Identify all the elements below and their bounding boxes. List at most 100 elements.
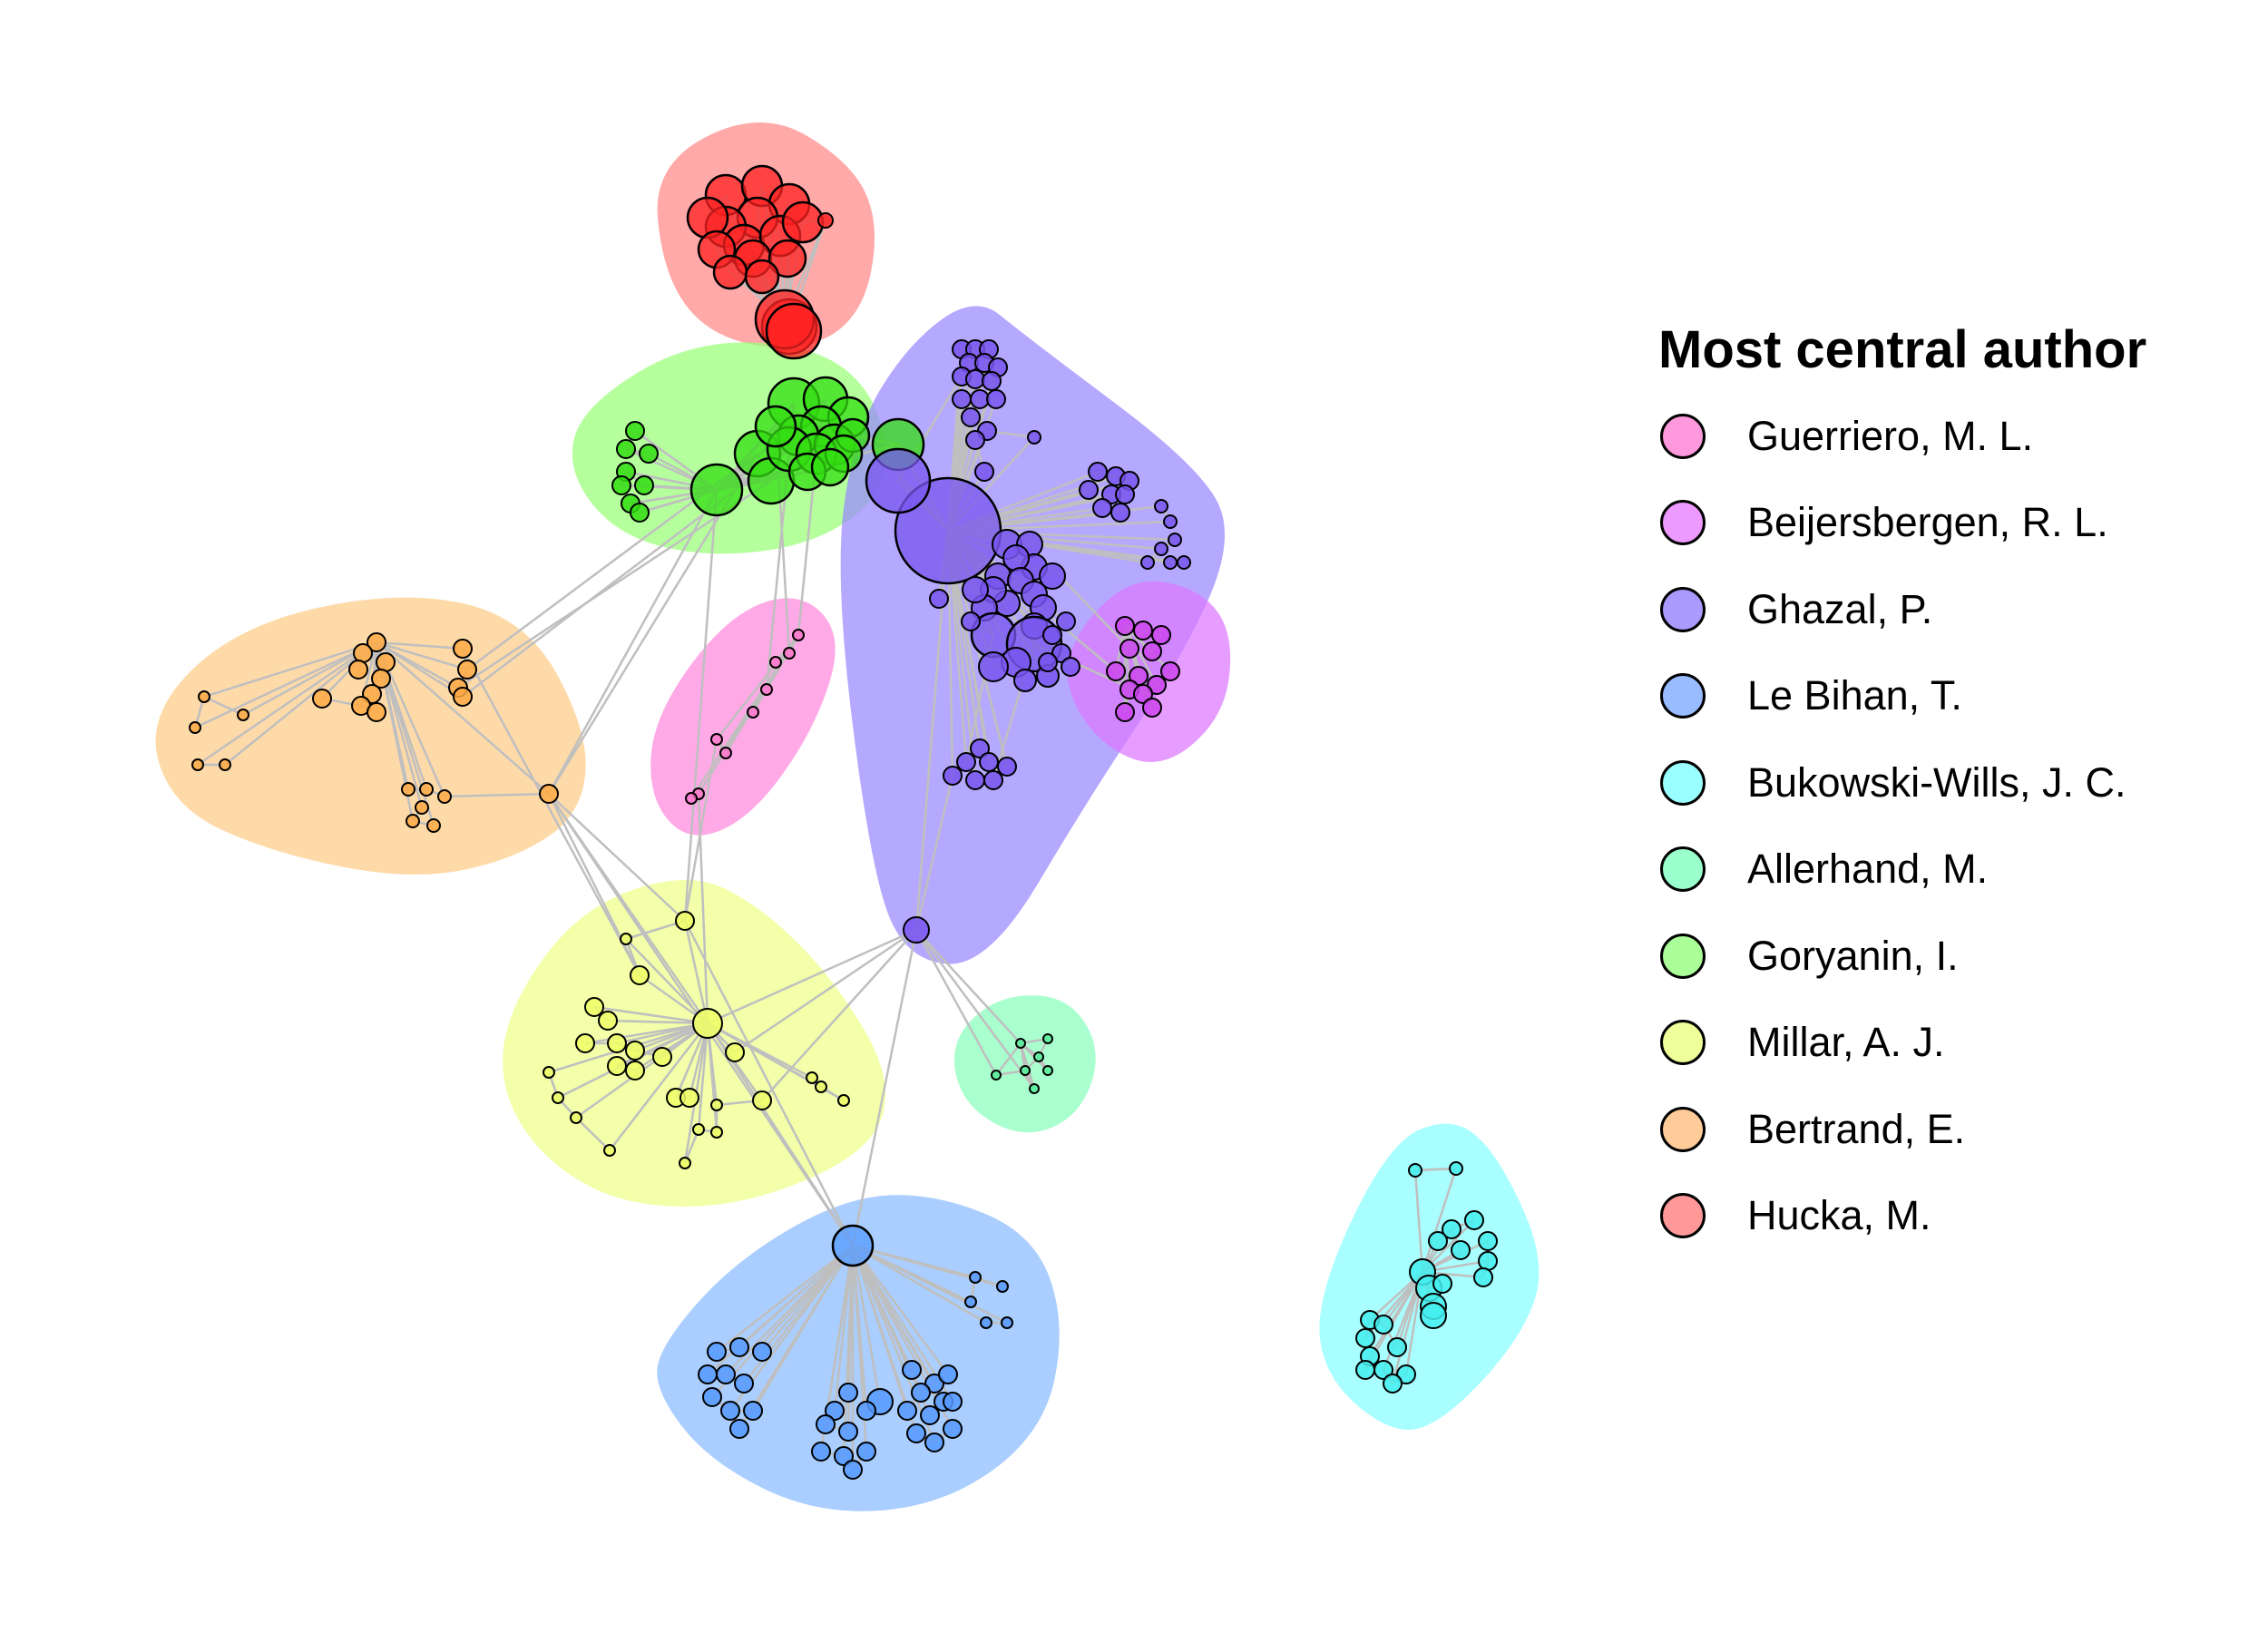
author-node bbox=[843, 1460, 863, 1480]
author-node bbox=[991, 1070, 1002, 1081]
author-node bbox=[924, 1433, 944, 1452]
author-node bbox=[744, 259, 780, 295]
author-node bbox=[1160, 661, 1180, 681]
author-node bbox=[710, 1126, 723, 1139]
legend-label: Guerriero, M. L. bbox=[1747, 412, 2034, 459]
author-node bbox=[1013, 669, 1037, 692]
author-node bbox=[911, 1383, 931, 1403]
author-node bbox=[902, 1360, 922, 1380]
author-node bbox=[783, 647, 796, 660]
author-node bbox=[974, 462, 994, 482]
author-node bbox=[1464, 1210, 1484, 1230]
author-node bbox=[865, 447, 932, 514]
author-node bbox=[679, 1157, 691, 1169]
author-node bbox=[237, 709, 249, 721]
legend-label: Bertrand, E. bbox=[1747, 1105, 1966, 1152]
author-node bbox=[983, 770, 1003, 790]
author-node bbox=[996, 1280, 1009, 1293]
author-node bbox=[634, 475, 654, 495]
author-node bbox=[980, 1316, 992, 1329]
author-node bbox=[856, 1442, 876, 1462]
author-node bbox=[903, 916, 930, 944]
author-node bbox=[834, 1446, 854, 1466]
legend-item: Hucka, M. bbox=[1651, 1173, 2232, 1260]
author-node bbox=[1154, 499, 1168, 513]
author-node bbox=[838, 1422, 858, 1442]
legend-swatch bbox=[1660, 933, 1706, 979]
author-node bbox=[625, 1041, 645, 1061]
author-node bbox=[1473, 1267, 1493, 1287]
author-node bbox=[964, 1296, 977, 1308]
author-node bbox=[1015, 1038, 1026, 1049]
network-edge bbox=[557, 1022, 709, 1100]
author-node bbox=[817, 212, 834, 229]
author-node bbox=[1396, 1364, 1416, 1384]
author-node bbox=[426, 818, 441, 833]
author-node bbox=[598, 1011, 618, 1031]
author-node bbox=[630, 503, 650, 523]
author-node bbox=[767, 239, 807, 279]
author-node bbox=[630, 965, 650, 985]
author-node bbox=[1119, 639, 1139, 659]
author-node bbox=[1428, 1231, 1448, 1251]
network-edge bbox=[833, 1245, 855, 1412]
author-node bbox=[603, 1144, 616, 1157]
author-node bbox=[962, 576, 989, 603]
network-edge bbox=[584, 1022, 709, 1045]
author-node bbox=[1079, 480, 1099, 500]
legend-label: Goryanin, I. bbox=[1747, 932, 1959, 979]
author-node bbox=[1478, 1251, 1498, 1271]
author-node bbox=[367, 702, 386, 722]
network-edge bbox=[616, 1022, 709, 1045]
network-edge bbox=[197, 640, 377, 767]
legend-label: Bukowski-Wills, J. C. bbox=[1747, 758, 2126, 806]
legend-swatch bbox=[1660, 500, 1706, 546]
author-node bbox=[616, 439, 636, 459]
author-node bbox=[611, 475, 631, 495]
legend-label: Le Bihan, T. bbox=[1747, 672, 1962, 719]
author-node bbox=[1001, 1316, 1013, 1329]
network-edge bbox=[609, 1022, 709, 1151]
author-node bbox=[1163, 555, 1178, 570]
network-edge bbox=[915, 929, 1022, 1044]
legend-label: Hucka, M. bbox=[1747, 1192, 1931, 1239]
network-edge bbox=[851, 1245, 882, 1403]
author-node bbox=[453, 639, 473, 659]
author-node bbox=[729, 1419, 749, 1439]
network-edge bbox=[914, 775, 954, 931]
author-node bbox=[419, 782, 434, 797]
author-node bbox=[760, 683, 773, 696]
author-node bbox=[1129, 666, 1149, 686]
author-node bbox=[1449, 1161, 1463, 1176]
author-node bbox=[1056, 611, 1076, 631]
author-node bbox=[415, 800, 429, 815]
legend-item: Bertrand, E. bbox=[1651, 1086, 2232, 1173]
network-edge bbox=[851, 1245, 950, 1375]
author-node bbox=[1478, 1231, 1498, 1251]
author-node bbox=[752, 1342, 772, 1362]
author-node bbox=[620, 933, 632, 945]
network-edge bbox=[461, 648, 641, 976]
author-node bbox=[198, 690, 210, 703]
network-edge bbox=[547, 489, 719, 795]
network-edge bbox=[697, 1022, 709, 1130]
author-node bbox=[1163, 514, 1178, 529]
author-node bbox=[367, 632, 386, 652]
legend-swatch bbox=[1660, 759, 1706, 806]
legend-item: Allerhand, M. bbox=[1651, 826, 2232, 914]
cluster-hull bbox=[155, 597, 586, 875]
author-node bbox=[1061, 657, 1080, 677]
network-edge bbox=[711, 1245, 854, 1398]
author-node bbox=[1020, 1065, 1031, 1076]
legend-swatch bbox=[1660, 1020, 1706, 1066]
author-node bbox=[943, 766, 963, 786]
network-edge bbox=[852, 1244, 972, 1304]
network-edge bbox=[914, 929, 1036, 1090]
author-node bbox=[1387, 1337, 1407, 1357]
author-node bbox=[725, 1042, 745, 1062]
legend-swatch bbox=[1660, 413, 1706, 459]
network-edge bbox=[376, 640, 468, 671]
author-node bbox=[856, 1401, 876, 1421]
author-node bbox=[575, 1033, 595, 1053]
author-node bbox=[692, 1123, 705, 1136]
